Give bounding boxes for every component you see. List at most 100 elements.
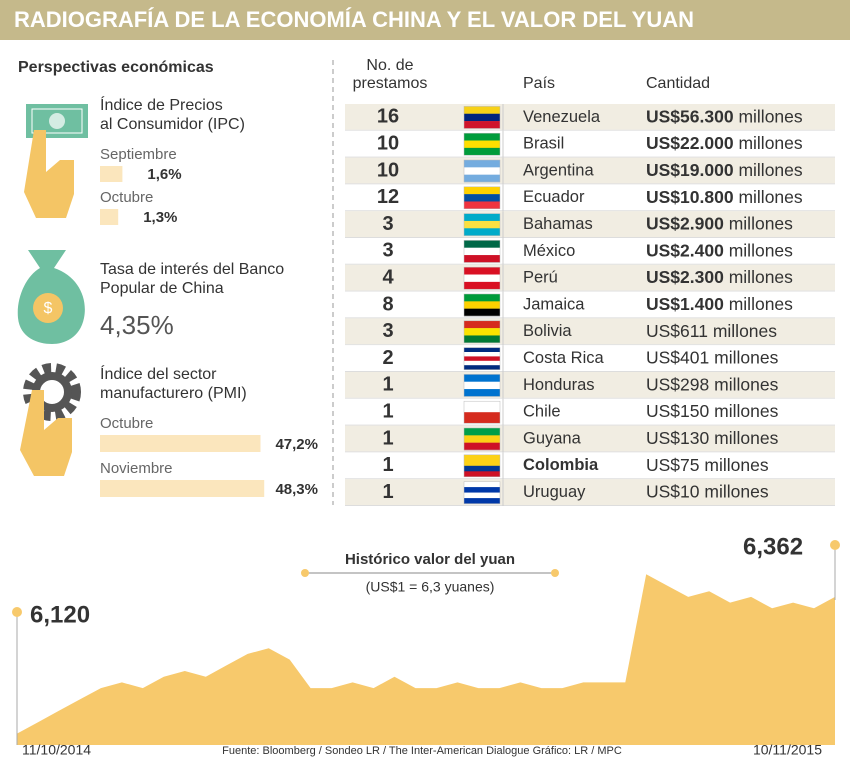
pmi-bar [100, 480, 265, 497]
flag-border [463, 186, 501, 210]
amount-unit: millones [738, 106, 802, 126]
flag-stripe [464, 352, 500, 357]
amount-value: US$10 [646, 481, 700, 501]
flag-stripe [464, 140, 500, 149]
row-bg [345, 130, 835, 157]
country: Argentina [523, 161, 594, 179]
flag-stripe [464, 356, 500, 361]
country: Chile [523, 403, 561, 421]
amount: US$130 millones [646, 428, 779, 448]
flag-stripe [464, 428, 500, 436]
flag-stripe [464, 301, 500, 309]
loan-count: 1 [382, 400, 393, 422]
yuan-chart: 6,120 6,362 Histórico valor del yuan (US$1 … [12, 533, 840, 758]
amount: US$22.000 millones [646, 133, 803, 153]
country: Honduras [523, 376, 595, 394]
flag-border [463, 400, 501, 424]
amount-unit: millones [729, 213, 793, 233]
loan-count: 3 [382, 213, 393, 235]
row-bg [345, 318, 835, 345]
flag-stripe [464, 365, 500, 370]
money-bag-icon: $ [17, 250, 85, 344]
flag-stripe [464, 335, 500, 343]
country: Colombia [523, 456, 599, 474]
flag-stripe [464, 255, 500, 263]
money-hand-icon [24, 104, 88, 218]
flag-stripe [464, 213, 500, 222]
flag-stripe [464, 454, 500, 461]
flag-stripe [464, 174, 500, 183]
amount-value: US$56.300 [646, 106, 734, 126]
amount-unit: millones [714, 374, 778, 394]
chart-title: Histórico valor del yuan [345, 551, 515, 568]
flag-stripe [464, 228, 500, 236]
flag-border [463, 347, 501, 370]
amount: US$75 millones [646, 454, 769, 474]
title-bg [325, 550, 535, 568]
indicator-title: Popular de China [100, 280, 224, 297]
country: Bahamas [523, 215, 593, 233]
loan-count: 1 [382, 374, 393, 396]
flag-stripe [464, 471, 500, 477]
annotation-dot [12, 607, 22, 617]
flag-border [463, 213, 501, 236]
month-label: Octubre [100, 189, 153, 206]
amount-unit: millones [729, 267, 793, 287]
amount-unit: millones [714, 347, 778, 367]
country: Costa Rica [523, 349, 605, 367]
loan-count: 12 [377, 186, 399, 208]
flag-border [463, 320, 501, 344]
start-label: 6,120 [30, 601, 90, 628]
indicator-title: Índice del sector [100, 364, 217, 383]
flag-stripe [464, 360, 500, 366]
amount: US$298 millones [646, 374, 779, 394]
amount-unit: millones [738, 160, 802, 180]
value-label: 48,3% [275, 481, 318, 498]
amount-value: US$10.800 [646, 186, 734, 206]
amount: US$56.300 millones [646, 106, 803, 126]
amount: US$19.000 millones [646, 160, 803, 180]
loan-count: 10 [377, 159, 399, 181]
flag-stripe [464, 460, 500, 466]
amount-unit: millones [729, 294, 793, 314]
country: Guyana [523, 429, 582, 447]
ipc-bar [100, 166, 123, 182]
row-bg [345, 184, 835, 211]
loan-count: 8 [382, 293, 393, 315]
loan-count: 10 [377, 132, 399, 154]
loan-count: 3 [382, 320, 393, 342]
flag-stripe [464, 147, 500, 156]
flag-stripe [464, 465, 500, 472]
rate-value: 4,35% [100, 310, 174, 340]
flag-stripe [464, 220, 500, 229]
country: Ecuador [523, 188, 585, 206]
flag-stripe [464, 487, 500, 493]
amount-value: US$19.000 [646, 160, 734, 180]
row-bg [345, 479, 835, 505]
row-bg [345, 372, 835, 398]
header-loans: No. de [366, 57, 413, 74]
country: Uruguay [523, 483, 586, 501]
indicator-title: Tasa de interés del Banco [100, 261, 284, 278]
flag-stripe [464, 481, 500, 488]
loan-count: 16 [377, 106, 399, 128]
loan-count: 3 [382, 240, 393, 262]
rule-dot [301, 569, 309, 577]
amount-value: US$401 [646, 347, 709, 367]
month-label: Septiembre [100, 146, 177, 163]
header-loans: prestamos [353, 75, 428, 92]
icon-symbol: $ [44, 300, 53, 317]
loan-count: 1 [382, 454, 393, 476]
loan-count: 1 [382, 481, 393, 503]
rule-dot [551, 569, 559, 577]
flag-stripe [464, 240, 500, 248]
header-country: País [523, 75, 555, 92]
ipc-bar [100, 209, 119, 225]
flag-border [463, 106, 501, 129]
section-heading: Perspectivas económicas [18, 59, 214, 76]
amount-value: US$2.300 [646, 267, 724, 287]
amount: US$2.300 millones [646, 267, 793, 287]
amount-unit: millones [738, 186, 802, 206]
amount: US$401 millones [646, 347, 779, 367]
